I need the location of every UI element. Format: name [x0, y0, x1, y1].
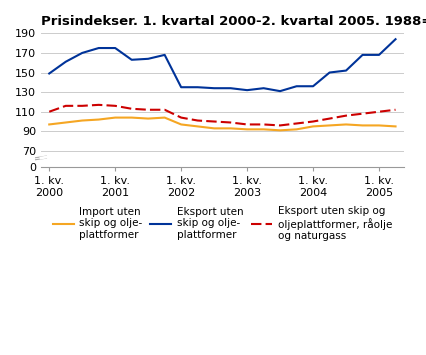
Legend: Import uten
skip og olje-
plattformer, Eksport uten
skip og olje-
plattformer, E: Import uten skip og olje- plattformer, E… [49, 202, 395, 245]
Text: Prisindekser. 1. kvartal 2000-2. kvartal 2005. 1988=100: Prisindekser. 1. kvartal 2000-2. kvartal… [41, 15, 426, 28]
